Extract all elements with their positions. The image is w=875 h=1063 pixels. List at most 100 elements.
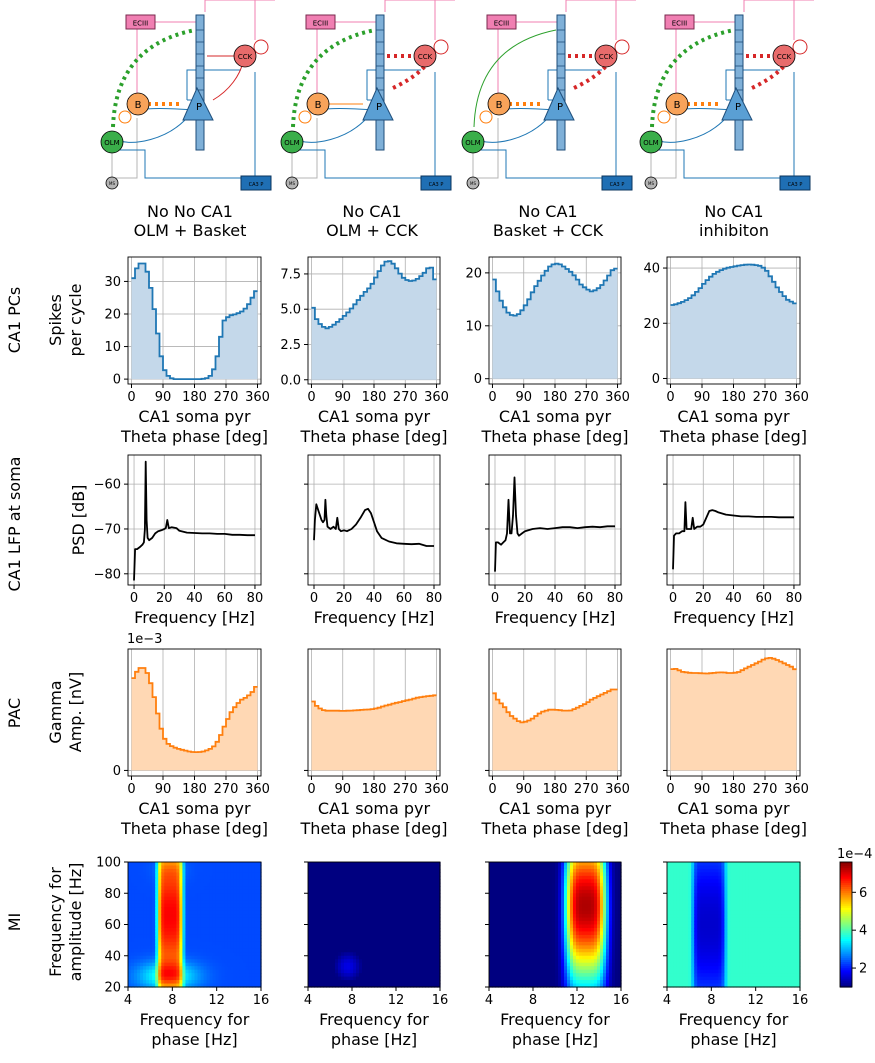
mi-heatmap-cell [377, 903, 381, 908]
mi-heatmap-cell [531, 921, 535, 926]
mi-heatmap-cell [404, 952, 408, 957]
mi-heatmap-cell [416, 948, 420, 953]
mi-heatmap-cell [203, 980, 208, 985]
mi-heatmap-cell [395, 983, 399, 988]
mi-heatmap-cell [164, 879, 168, 884]
mi-heatmap-cell [158, 868, 162, 874]
mi-heatmap-cell [257, 900, 262, 905]
mi-heatmap-cell [164, 865, 168, 870]
mi-heatmap-cell [134, 934, 138, 939]
mi-heatmap-cell [546, 900, 550, 905]
mi-heatmap-cell [377, 921, 381, 926]
mi-heatmap-cell [549, 917, 553, 922]
mi-heatmap-cell [416, 889, 420, 894]
mi-heatmap-cell [431, 914, 435, 919]
mi-heatmap-cell [537, 862, 541, 867]
mi-heatmap-cell [401, 973, 405, 978]
mi-heatmap-cell [413, 938, 417, 943]
mi-heatmap-cell [197, 917, 202, 922]
mi-heatmap-cell [431, 900, 435, 905]
col-title-4-line2: inhibiton [699, 221, 769, 240]
mi-heatmap-cell [582, 875, 586, 880]
mi-heatmap-cell [161, 980, 165, 985]
mi-heatmap-cell [356, 924, 360, 929]
mi-heatmap-cell [131, 907, 135, 912]
mi-heatmap-cell [504, 959, 508, 964]
mi-heatmap-cell [218, 948, 223, 953]
mi-heatmap-cell [543, 882, 547, 887]
mi-heatmap-cell [540, 896, 544, 901]
mi-heatmap-cell [492, 896, 496, 901]
mi-heatmap-cell [227, 934, 232, 939]
mi-heatmap-cell [341, 893, 345, 898]
mi-heatmap-cell [579, 900, 583, 905]
mi-heatmap-cell [404, 976, 408, 981]
mi-heatmap-cell [395, 903, 399, 908]
pac-xlabel-line2: Theta phase [deg] [481, 819, 629, 838]
mi-heatmap-cell [254, 872, 259, 877]
mi-heatmap-cell [200, 900, 205, 905]
spikes-area-fill [670, 264, 797, 379]
mi-heatmap-cell [179, 976, 184, 981]
mi-heatmap-cell [167, 927, 171, 933]
mi-heatmap-cell [365, 980, 369, 985]
mi-heatmap-cell [152, 893, 156, 898]
mi-heatmap-cell [227, 955, 232, 960]
mi-heatmap-cell [242, 983, 247, 988]
mi-heatmap-cell [203, 875, 208, 880]
mi-heatmap-cell [395, 927, 399, 933]
mi-heatmap-cell [149, 875, 153, 880]
mi-heatmap-cell [182, 872, 187, 877]
psd-xtick-label: 0 [669, 591, 677, 606]
mi-heatmap-cell [395, 900, 399, 905]
mi-heatmap-cell [146, 938, 150, 943]
mi-heatmap-cell [131, 924, 135, 929]
mi-heatmap-cell [158, 921, 162, 926]
mi-heatmap-cell [227, 938, 232, 943]
pac-xtick-label: 270 [214, 782, 239, 797]
mi-heatmap-cell [419, 945, 423, 950]
mi-heatmap-cell [254, 903, 259, 908]
spikes-ytick-label: 2.5 [280, 338, 301, 353]
mi-heatmap-cell [489, 886, 493, 891]
mi-heatmap-cell [419, 903, 423, 908]
mi-heatmap-cell [344, 910, 348, 915]
mi-heatmap-cell [516, 962, 520, 967]
mi-heatmap-cell [317, 862, 321, 867]
mi-heatmap-cell [161, 973, 165, 978]
mi-heatmap-cell [137, 941, 141, 946]
mi-heatmap-cell [431, 886, 435, 891]
mi-heatmap-cell [582, 983, 586, 988]
mi-heatmap-cell [194, 948, 199, 953]
mi-heatmap-cell [140, 917, 144, 922]
mi-heatmap-cell [308, 966, 312, 971]
mi-heatmap-cell [329, 973, 333, 978]
mi-heatmap-cell [380, 868, 384, 874]
spikes-xtick-label: 360 [424, 390, 449, 405]
mi-heatmap-cell [404, 910, 408, 915]
mi-heatmap-cell [215, 879, 220, 884]
mi-heatmap-cell [413, 921, 417, 926]
mi-heatmap-cell [212, 882, 217, 887]
mi-heatmap-cell [167, 966, 171, 971]
mi-heatmap-cell [546, 927, 550, 933]
mi-heatmap-cell [152, 907, 156, 912]
mi-heatmap-cell [128, 931, 132, 936]
mi-heatmap-cell [242, 941, 247, 946]
mi-heatmap-cell [398, 931, 402, 936]
mi-heatmap-cell [128, 927, 132, 933]
ec3-box [125, 14, 156, 30]
mi-heatmap-cell [212, 907, 217, 912]
mi-heatmap-cell [224, 872, 229, 877]
mi-heatmap-cell [128, 862, 132, 867]
mi-heatmap-cell [368, 900, 372, 905]
mi-heatmap-cell [161, 903, 165, 908]
mi-heatmap-cell [549, 910, 553, 915]
mi-heatmap-cell [227, 941, 232, 946]
mi-heatmap-cell [230, 931, 235, 936]
mi-heatmap-cell [341, 927, 345, 933]
mi-heatmap-cell [227, 966, 232, 971]
mi-heatmap-cell [233, 931, 238, 936]
mi-heatmap-cell [371, 948, 375, 953]
mi-heatmap-cell [224, 882, 229, 887]
